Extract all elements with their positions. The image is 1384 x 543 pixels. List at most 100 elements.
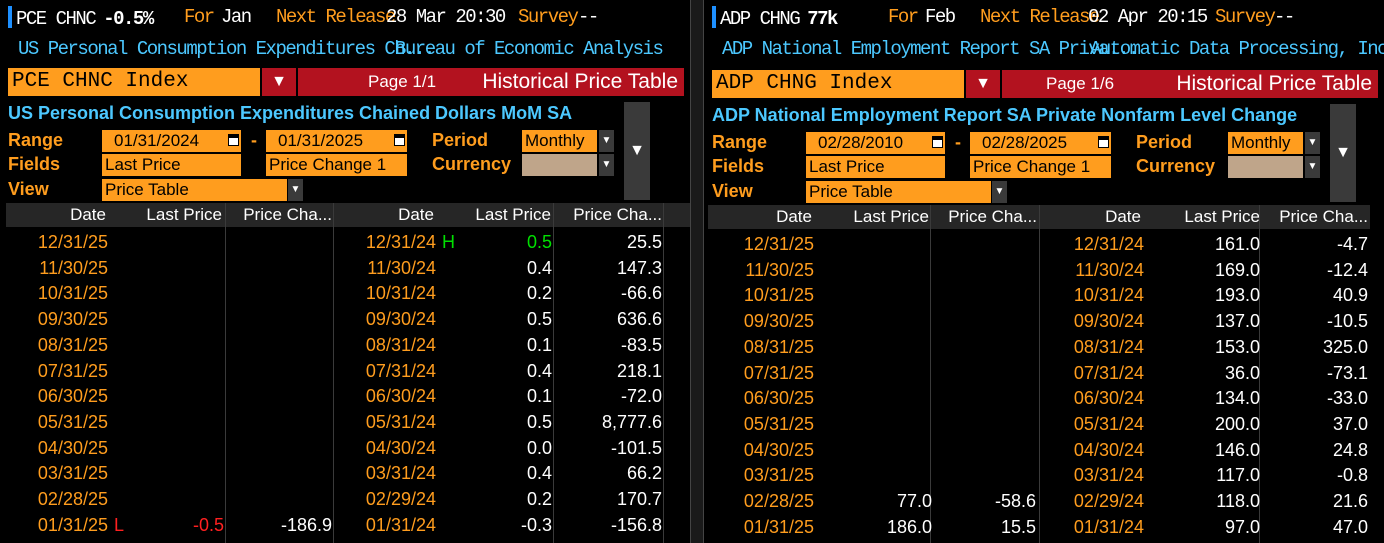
last-price-cell: [126, 409, 224, 435]
extreme-marker: [442, 255, 456, 281]
survey-value: --: [1274, 6, 1295, 28]
last-price-cell: [834, 257, 932, 283]
period-select[interactable]: Monthly: [522, 130, 597, 152]
security-input[interactable]: PCE CHNC Index: [8, 68, 260, 96]
view-select[interactable]: Price Table: [102, 179, 287, 201]
date-cell: 04/30/24: [1073, 439, 1144, 460]
calendar-icon[interactable]: [394, 134, 405, 146]
table-row[interactable]: 07/31/25 07/31/24 36.0 -73.1: [708, 360, 1370, 386]
chevron-down-icon[interactable]: ▼: [262, 68, 296, 96]
table-row[interactable]: 09/30/25 09/30/24 137.0 -10.5: [708, 308, 1370, 334]
date-cell: 02/29/24: [1073, 491, 1144, 511]
table-row[interactable]: 11/30/25 11/30/24 0.4 147.3: [6, 255, 690, 281]
table-row[interactable]: 10/31/25 10/31/24 193.0 40.9: [708, 282, 1370, 308]
table-row[interactable]: 04/30/25 04/30/24 146.0 24.8: [708, 437, 1370, 463]
chevron-down-icon[interactable]: ▼: [288, 179, 303, 201]
calendar-icon[interactable]: [1098, 136, 1109, 148]
last-price-cell: 77.0: [896, 491, 932, 511]
col-date-2[interactable]: Date: [1105, 207, 1141, 226]
col-price-change[interactable]: Price Cha...: [243, 205, 332, 224]
currency-select[interactable]: [522, 154, 597, 176]
chevron-down-icon[interactable]: ▼: [599, 130, 614, 152]
next-release-label: Next Release: [276, 6, 396, 28]
table-row[interactable]: 08/31/25 08/31/24 153.0 325.0: [708, 334, 1370, 360]
for-label: For: [888, 6, 919, 28]
table-row[interactable]: 09/30/25 09/30/24 0.5 636.6: [6, 306, 690, 332]
table-row[interactable]: 08/31/25 08/31/24 0.1 -83.5: [6, 332, 690, 358]
calendar-icon[interactable]: [228, 134, 239, 146]
table-row[interactable]: 01/31/25 L -0.5 -186.9 01/31/24 -0.3 -156.8: [6, 512, 690, 538]
table-row[interactable]: 06/30/25 06/30/24 134.0 -33.0: [708, 385, 1370, 411]
col-date[interactable]: Date: [776, 207, 812, 226]
col-price-change[interactable]: Price Cha...: [948, 207, 1037, 226]
date-cell: 07/31/24: [1073, 362, 1144, 383]
field1-input[interactable]: Last Price: [102, 154, 241, 176]
col-last-price-2[interactable]: Last Price: [475, 205, 551, 224]
price-change-cell: -156.8: [610, 514, 662, 535]
range-end-value: 02/28/2025: [982, 133, 1068, 152]
date-cell: 07/31/25: [37, 360, 108, 381]
for-value: Feb: [925, 6, 956, 28]
range-end-input[interactable]: 01/31/2025: [266, 130, 407, 152]
chevron-down-icon[interactable]: ▼: [1305, 156, 1320, 178]
col-last-price-2[interactable]: Last Price: [1184, 207, 1260, 226]
page-indicator[interactable]: Page 1/1: [368, 72, 437, 91]
extreme-marker: [1148, 231, 1162, 257]
chevron-down-icon[interactable]: ▼: [966, 70, 1000, 98]
table-row[interactable]: 03/31/25 03/31/24 0.4 66.2: [6, 460, 690, 486]
range-end-input[interactable]: 02/28/2025: [970, 132, 1111, 154]
date-cell: 02/28/25: [743, 491, 814, 511]
range-start-input[interactable]: 02/28/2010: [806, 132, 945, 154]
price-change-cell: [936, 462, 1036, 488]
col-price-change-2[interactable]: Price Cha...: [573, 205, 662, 224]
period-select[interactable]: Monthly: [1228, 132, 1303, 154]
table-row[interactable]: 05/31/25 05/31/24 200.0 37.0: [708, 411, 1370, 437]
col-last-price[interactable]: Last Price: [146, 205, 222, 224]
table-row[interactable]: 10/31/25 10/31/24 0.2 -66.6: [6, 280, 690, 306]
field1-input[interactable]: Last Price: [806, 156, 945, 178]
date-cell: 10/31/25: [37, 283, 108, 304]
table-row[interactable]: 05/31/25 05/31/24 0.5 8,777.6: [6, 409, 690, 435]
field2-input[interactable]: Price Change 1: [970, 156, 1111, 178]
field2-input[interactable]: Price Change 1: [266, 154, 407, 176]
options-button[interactable]: ▼: [1330, 104, 1356, 202]
col-date[interactable]: Date: [70, 205, 106, 224]
date-cell: 02/28/25: [37, 489, 108, 509]
currency-select[interactable]: [1228, 156, 1303, 178]
last-change: 77k: [807, 8, 838, 30]
col-price-change-2[interactable]: Price Cha...: [1279, 207, 1368, 226]
calendar-icon[interactable]: [932, 136, 943, 148]
col-date-2[interactable]: Date: [398, 205, 434, 224]
security-input[interactable]: ADP CHNG Index: [712, 70, 964, 98]
last-price-cell: [126, 460, 224, 486]
page-indicator[interactable]: Page 1/6: [1046, 74, 1115, 93]
date-cell: 05/31/24: [1073, 413, 1144, 434]
date-cell: 11/30/24: [1075, 259, 1144, 280]
table-row[interactable]: 07/31/25 07/31/24 0.4 218.1: [6, 358, 690, 384]
period-label: Period: [1136, 132, 1193, 152]
table-row[interactable]: 04/30/25 04/30/24 0.0 -101.5: [6, 435, 690, 461]
last-change: -0.5%: [103, 8, 154, 30]
chevron-down-icon[interactable]: ▼: [599, 154, 614, 176]
table-row[interactable]: 12/31/25 12/31/24 161.0 -4.7: [708, 231, 1370, 257]
table-row[interactable]: 03/31/25 03/31/24 117.0 -0.8: [708, 462, 1370, 488]
price-change-cell: [232, 306, 332, 332]
table-row[interactable]: 01/31/25 186.0 15.5 01/31/24 97.0 47.0: [708, 514, 1370, 540]
last-price-cell: 134.0: [1214, 388, 1260, 409]
table-row[interactable]: 02/28/25 02/29/24 0.2 170.7: [6, 486, 690, 512]
last-price-cell: [834, 385, 932, 411]
options-button[interactable]: ▼: [624, 102, 650, 200]
chevron-down-icon[interactable]: ▼: [992, 181, 1007, 203]
panel-divider[interactable]: [690, 0, 704, 543]
chevron-down-icon[interactable]: ▼: [1305, 132, 1320, 154]
table-row[interactable]: 02/28/25 77.0 -58.6 02/29/24 118.0 21.6: [708, 488, 1370, 514]
price-change-cell: [936, 308, 1036, 334]
table-row[interactable]: 11/30/25 11/30/24 169.0 -12.4: [708, 257, 1370, 283]
col-last-price[interactable]: Last Price: [853, 207, 929, 226]
view-select[interactable]: Price Table: [806, 181, 991, 203]
range-start-input[interactable]: 01/31/2024: [102, 130, 241, 152]
table-row[interactable]: 06/30/25 06/30/24 0.1 -72.0: [6, 383, 690, 409]
table-row[interactable]: 12/31/25 12/31/24 H 0.5 25.5: [6, 229, 690, 255]
price-change-cell: 40.9: [1332, 285, 1368, 306]
last-price-cell: 0.1: [526, 386, 552, 407]
